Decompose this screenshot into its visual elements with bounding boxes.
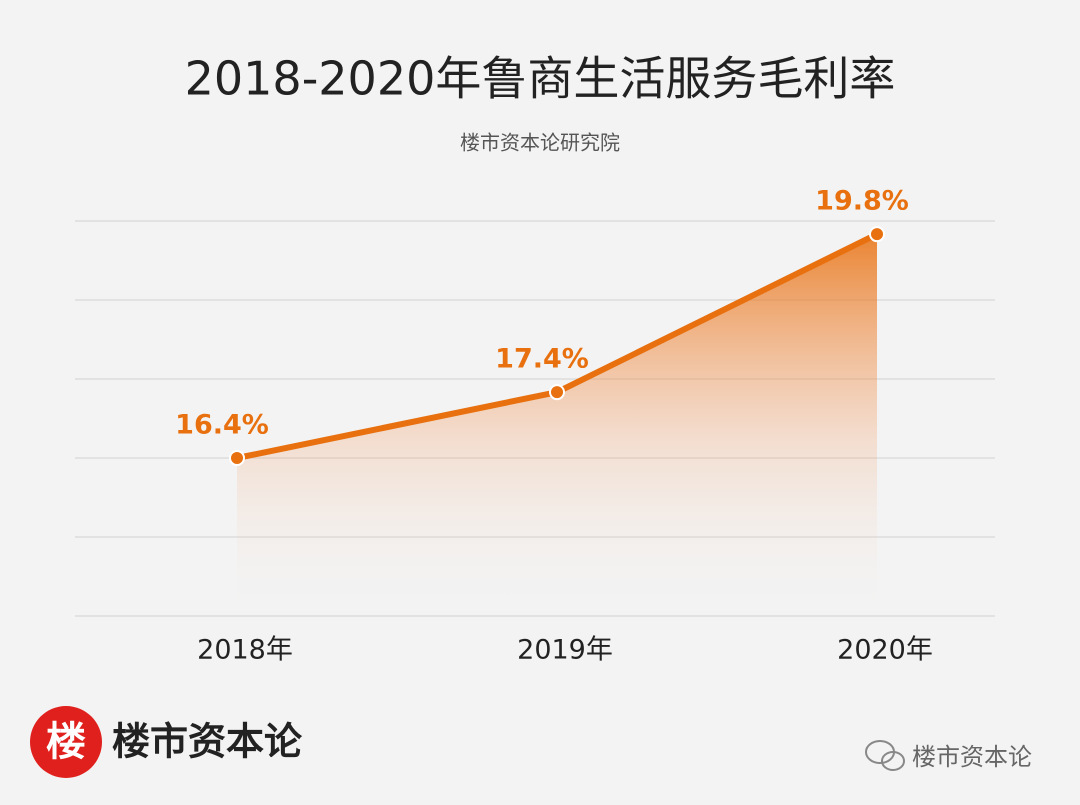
x-tick-label: 2020年 <box>837 635 933 666</box>
point <box>549 384 565 401</box>
value-label: 19.8% <box>815 186 909 217</box>
x-tick-label: 2018年 <box>197 635 293 666</box>
chart-subtitle: 楼市资本论研究院 <box>460 131 620 155</box>
x-tick-label: 2019年 <box>517 635 613 666</box>
point <box>869 226 885 243</box>
value-label: 17.4% <box>495 344 589 375</box>
watermark: 楼市资本论 <box>912 743 1032 771</box>
plot: 16.4% 17.4% 19.8% 2018年 2019年 2020年 <box>75 186 995 666</box>
chart-title: 2018-2020年鲁商生活服务毛利率 <box>185 52 896 106</box>
area <box>237 234 877 616</box>
point <box>229 450 245 466</box>
wechat-icon <box>865 740 905 771</box>
logo-char: 楼 <box>46 719 86 765</box>
brand-name: 楼市资本论 <box>112 720 303 764</box>
logo-badge <box>30 706 102 778</box>
value-label: 16.4% <box>175 410 269 441</box>
